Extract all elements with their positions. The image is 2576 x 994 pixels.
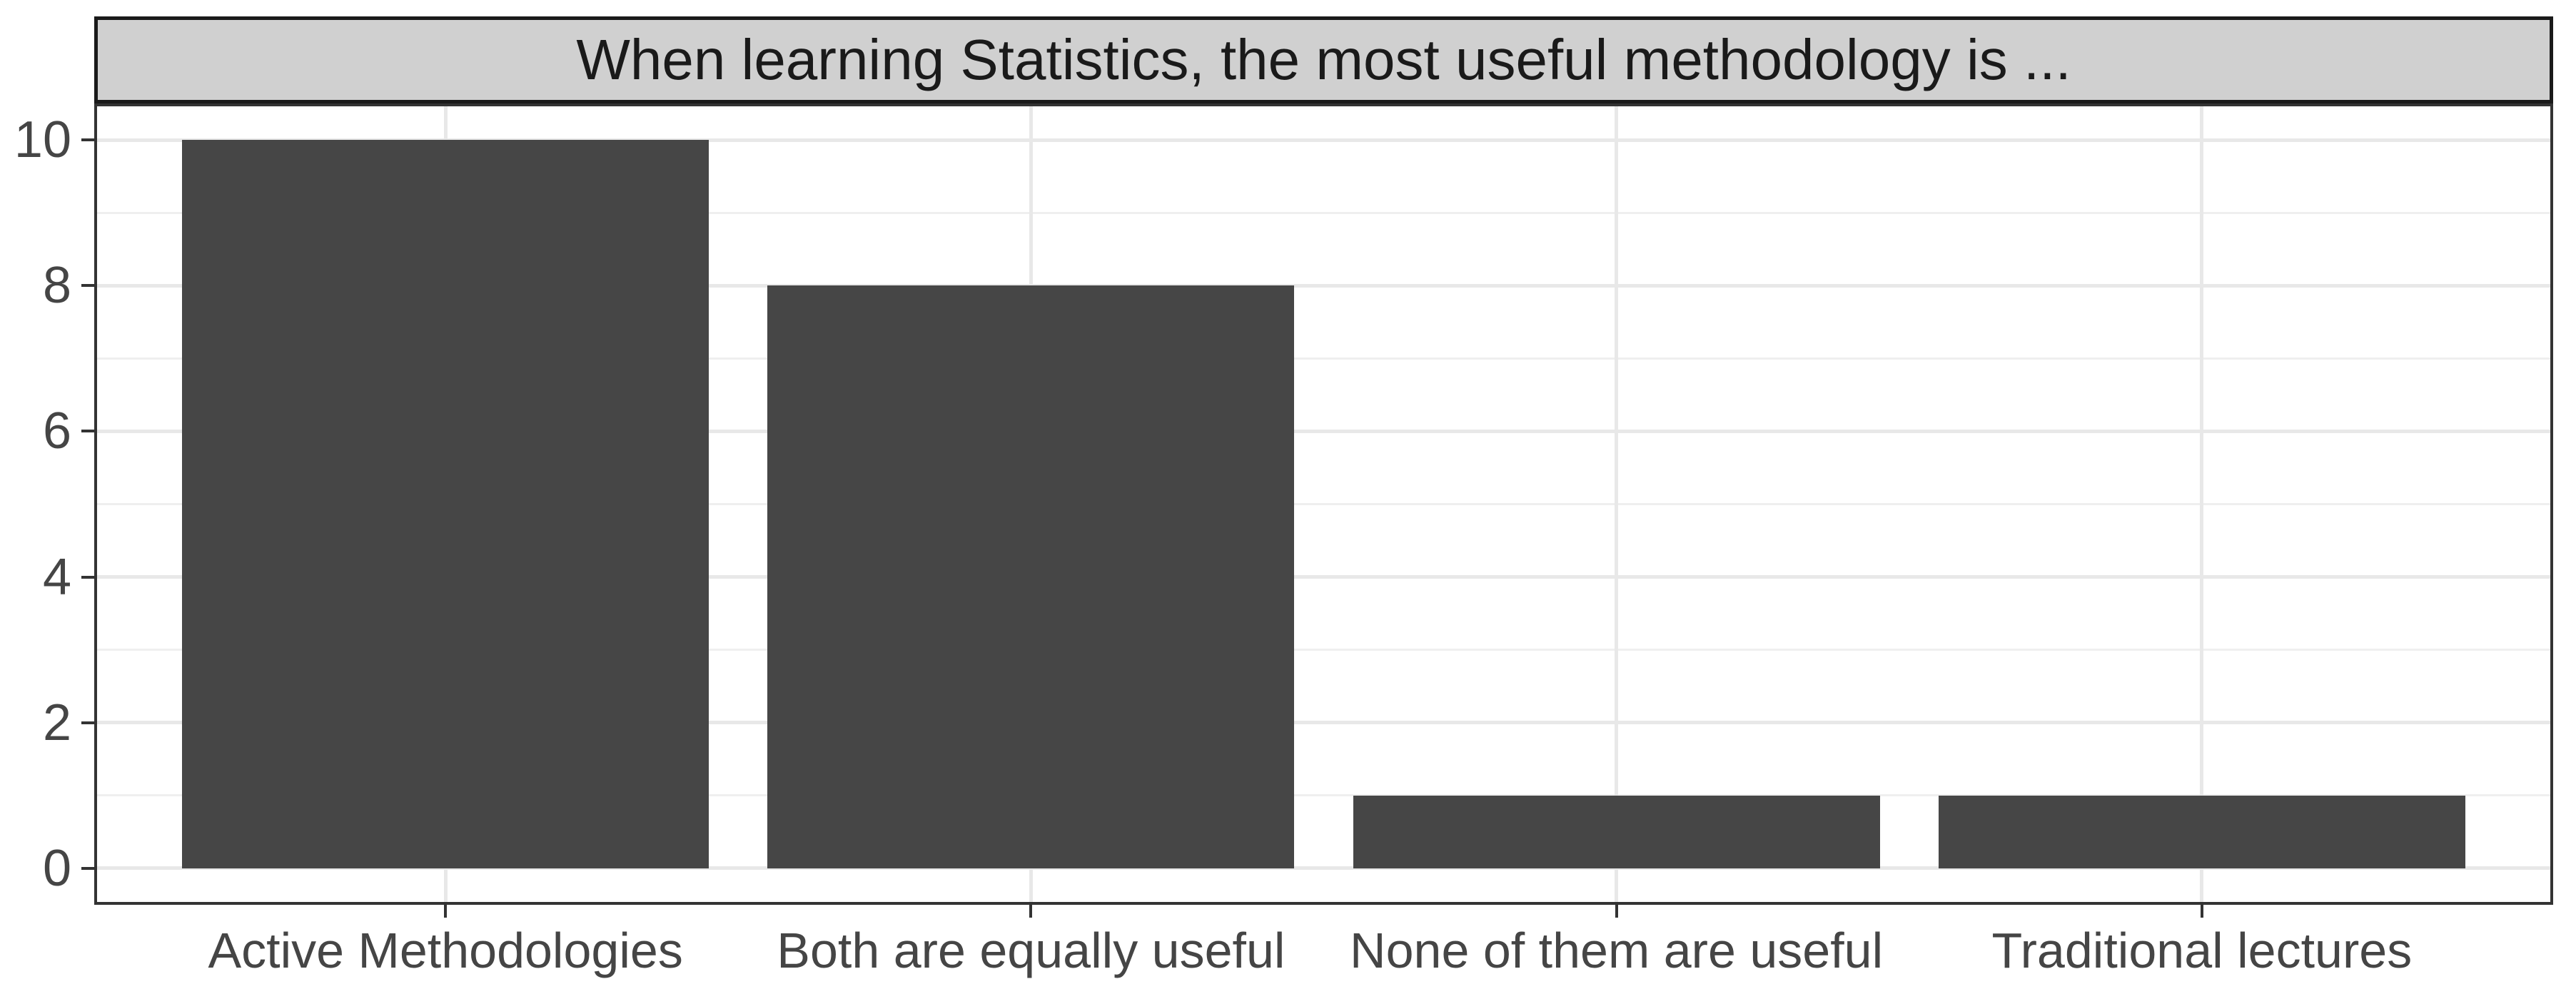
- plot-panel: [94, 103, 2553, 905]
- grid-minor-line: [94, 649, 2553, 651]
- grid-major-line: [94, 575, 2553, 579]
- x-tick-mark: [2200, 905, 2203, 918]
- grid-major-line: [94, 283, 2553, 288]
- grid-vertical-line: [2200, 103, 2204, 905]
- y-tick-label: 8: [42, 257, 71, 315]
- grid-minor-line: [94, 503, 2553, 505]
- bar-traditional-lectures: [1938, 795, 2465, 868]
- grid-major-line: [94, 138, 2553, 142]
- facet-strip: When learning Statistics, the most usefu…: [94, 16, 2553, 103]
- bar-active-methodologies: [182, 140, 709, 868]
- y-tick-mark: [81, 575, 94, 579]
- x-tick-label: None of them are useful: [1350, 923, 1884, 978]
- x-tick-label: Traditional lectures: [1991, 923, 2413, 978]
- grid-vertical-line: [1615, 103, 1619, 905]
- grid-major-line: [94, 429, 2553, 433]
- y-tick-mark: [81, 138, 94, 142]
- y-tick-label: 4: [42, 548, 71, 606]
- x-tick-label: Both are equally useful: [777, 923, 1286, 978]
- chart-title: When learning Statistics, the most usefu…: [576, 28, 2071, 91]
- x-tick-mark: [1615, 905, 1618, 918]
- grid-minor-line: [94, 211, 2553, 214]
- y-tick-label: 6: [42, 402, 71, 460]
- y-tick-label: 0: [42, 839, 71, 897]
- y-tick-mark: [81, 430, 94, 433]
- x-tick-mark: [444, 905, 448, 918]
- grid-major-line: [94, 721, 2553, 725]
- x-tick-mark: [1029, 905, 1033, 918]
- y-tick-mark: [81, 284, 94, 288]
- bar-none-of-them-are-useful: [1353, 795, 1880, 868]
- grid-major-line: [94, 866, 2553, 871]
- grid-minor-line: [94, 357, 2553, 360]
- grid-minor-line: [94, 794, 2553, 797]
- y-tick-mark: [81, 866, 94, 870]
- y-tick-label: 10: [14, 111, 71, 169]
- y-tick-label: 2: [42, 694, 71, 751]
- x-tick-label: Active Methodologies: [208, 923, 683, 978]
- bar-both-are-equally-useful: [767, 285, 1295, 868]
- y-tick-mark: [81, 721, 94, 724]
